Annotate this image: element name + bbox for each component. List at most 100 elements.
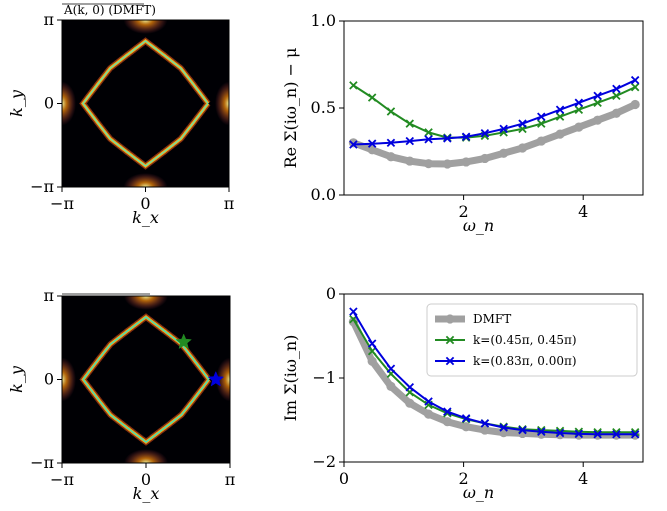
data-point-dmft xyxy=(611,108,621,118)
x-tick-label: 2 xyxy=(459,202,469,221)
y-tick-label: π xyxy=(43,286,54,305)
data-point-x-marker xyxy=(367,339,377,348)
data-point-dmft xyxy=(461,422,471,432)
data-point-x-marker xyxy=(405,136,415,146)
spectral-glow xyxy=(62,81,76,126)
heatmap-surface xyxy=(62,296,230,463)
data-point-dmft xyxy=(423,409,434,419)
data-point-x-marker xyxy=(386,138,396,148)
heatmap-dmft-panel: A(k, 0) (DMFT) −π 0 π π 0 −π k_x k_y xyxy=(7,3,235,227)
legend-label: DMFT xyxy=(473,312,511,326)
data-point-dmft xyxy=(405,398,415,408)
heatmap-title: A(k, 0) (DMFT) xyxy=(63,3,156,17)
data-point-dmft xyxy=(555,129,565,139)
heatmap-background xyxy=(62,296,230,463)
data-point-dmft xyxy=(367,356,377,366)
data-point-x-marker xyxy=(518,425,527,435)
x-axis-label: ω_n xyxy=(463,483,494,502)
series-line-k-nodal xyxy=(352,84,636,139)
data-point-dmft xyxy=(386,152,396,162)
data-point-x-marker xyxy=(574,98,584,108)
y-axis-label: k_y xyxy=(7,365,26,393)
re-sigma-plot: 2 4 0.0 0.5 1.0 ω_n Re Σ(iω_n) − μ xyxy=(281,11,644,235)
legend-box xyxy=(426,303,638,377)
data-point-dmft xyxy=(499,148,509,158)
data-point-x-marker xyxy=(499,423,508,432)
data-point-dmft xyxy=(367,145,377,155)
data-point-dmft xyxy=(442,417,452,427)
data-point-x-marker xyxy=(367,93,377,102)
x-tick-label: −π xyxy=(50,194,74,213)
y-axis-label: Im Σ(iω_n) xyxy=(281,335,300,422)
data-point-x-marker xyxy=(480,419,490,428)
spectral-glow xyxy=(123,20,168,34)
data-point-x-marker xyxy=(555,105,565,114)
x-tick-label: π xyxy=(224,194,235,213)
data-point-dmft xyxy=(480,425,490,435)
x-tick-label: 0 xyxy=(140,194,150,213)
data-point-x-marker xyxy=(443,134,452,143)
fermi-surface-line xyxy=(82,316,210,443)
spectral-glow xyxy=(216,357,230,402)
data-point-dmft xyxy=(461,157,471,167)
legend-marker xyxy=(445,335,455,345)
x-tick-label: 4 xyxy=(578,202,588,221)
plot-content xyxy=(348,307,640,440)
data-point-dmft xyxy=(405,156,415,166)
x-tick-label: 4 xyxy=(578,469,588,488)
im-sigma-plot: 0 2 4 0 −1 −2 ω_n Im Σ(iω_n) DMFT k=(0.45π, 0.45π… xyxy=(281,284,644,502)
y-tick-label: −π xyxy=(30,453,54,472)
series-line-k-antinodal xyxy=(352,311,636,436)
y-tick-label: 0.0 xyxy=(311,185,336,204)
y-axis-label: Re Σ(iω_n) − μ xyxy=(281,48,300,169)
data-point-x-marker xyxy=(574,105,584,114)
data-point-dmft xyxy=(536,136,546,146)
data-point-x-marker xyxy=(593,430,602,439)
data-point-x-marker xyxy=(461,132,471,141)
data-point-x-marker xyxy=(555,428,565,438)
data-point-x-marker xyxy=(612,91,621,101)
data-point-x-marker xyxy=(349,307,358,316)
x-tick-label: 0 xyxy=(141,470,151,489)
k-point-star-marker xyxy=(207,370,225,387)
data-point-x-marker xyxy=(424,397,433,406)
spectral-glow xyxy=(123,173,168,187)
spectral-glow xyxy=(62,357,76,402)
y-tick-label: −1 xyxy=(312,368,336,387)
data-point-x-marker xyxy=(593,91,602,101)
data-point-dmft xyxy=(386,381,396,391)
heatmap-background xyxy=(62,20,229,187)
data-point-dmft xyxy=(480,153,490,164)
x-tick-label: 0 xyxy=(339,469,349,488)
data-point-dmft xyxy=(423,159,434,169)
data-point-x-marker xyxy=(367,139,377,148)
data-point-x-marker xyxy=(555,112,565,121)
y-tick-label: 0 xyxy=(44,370,54,389)
k-point-star-marker xyxy=(175,333,192,350)
data-point-dmft xyxy=(630,99,640,110)
data-point-x-marker xyxy=(367,346,377,356)
heatmap-content xyxy=(62,296,230,463)
legend-marker xyxy=(445,356,455,366)
data-point-x-marker xyxy=(461,414,471,423)
y-tick-label: 1.0 xyxy=(311,11,336,30)
x-tick-label: π xyxy=(225,470,236,489)
plot-content xyxy=(348,75,640,169)
x-axis-label: k_x xyxy=(132,208,159,227)
data-point-dmft xyxy=(574,122,584,132)
data-point-x-marker xyxy=(424,135,433,144)
y-tick-label: 0 xyxy=(44,94,54,113)
x-axis-label: k_x xyxy=(133,484,160,503)
y-tick-label: −π xyxy=(30,177,54,196)
y-tick-label: −2 xyxy=(312,452,336,471)
data-point-dmft xyxy=(593,115,603,125)
data-point-x-marker xyxy=(349,81,358,90)
x-tick-label: −π xyxy=(50,470,74,489)
data-point-x-marker xyxy=(424,128,433,137)
data-point-x-marker xyxy=(499,124,508,134)
data-point-x-marker xyxy=(630,430,640,439)
data-point-x-marker xyxy=(537,119,546,128)
heatmap-surface xyxy=(62,20,229,187)
data-point-x-marker xyxy=(574,429,584,439)
